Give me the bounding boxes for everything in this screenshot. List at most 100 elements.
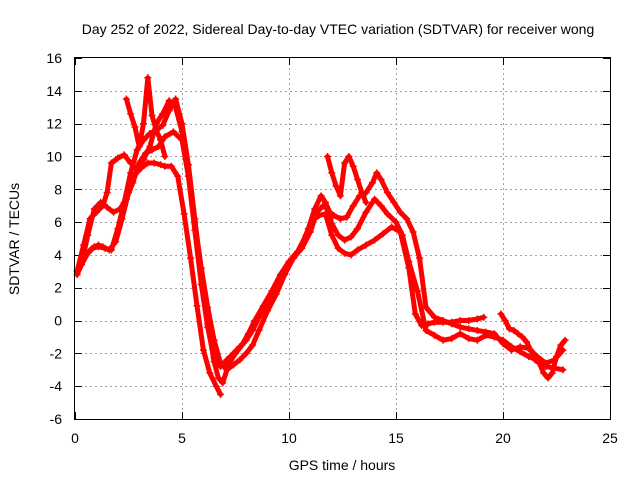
y-tick-label: 6 [54,214,62,230]
axis-ticks: 0 5 10 15 20 25 -6 -4 -2 0 2 4 6 8 10 12 14 16 [46,50,618,446]
data-point [480,313,488,321]
x-tick-label: 0 [71,430,79,446]
y-tick-label: -2 [50,345,63,361]
data-point [334,244,342,252]
data-point [413,287,421,295]
data-point [236,343,244,351]
data-point [178,128,186,136]
track-6-line [325,154,369,205]
data-point [473,326,481,334]
y-tick-label: 12 [46,116,62,132]
data-point [383,189,391,197]
data-point [465,335,473,343]
data-point [383,210,391,218]
data-point [373,169,381,177]
data-point [324,152,332,160]
data-point [456,323,464,331]
y-tick-label: 14 [46,83,62,99]
data-point [88,244,96,252]
data-point [129,179,137,187]
data-point [255,326,263,334]
data-point [210,354,218,362]
data-point [95,243,103,251]
data-point [139,156,147,164]
data-point [416,254,424,262]
y-tick-label: 0 [54,313,62,329]
data-point [229,349,237,357]
data-point [255,313,263,321]
data-point [107,246,115,254]
y-tick-label: -6 [50,411,63,427]
data-point [101,244,109,252]
data-point [92,208,100,216]
data-point [264,297,272,305]
data-point [405,257,413,265]
data-point [501,317,509,325]
data-point [152,126,160,134]
data-point [161,152,169,160]
data-point [347,233,355,241]
data-point [120,151,128,159]
data-point [184,172,192,180]
data-point [334,231,342,239]
data-point [127,169,135,177]
data-point [349,202,357,210]
data-point [127,159,135,167]
data-point [159,110,167,118]
data-point [353,246,361,254]
data-point [516,343,524,351]
data-point [242,336,250,344]
data-point [392,218,400,226]
y-tick-label: 16 [46,50,62,66]
data-point [371,236,379,244]
data-point [497,310,505,318]
data-point [456,317,464,325]
data-point [116,205,124,213]
data-point [236,356,244,364]
data-point [411,310,419,318]
track-5-line [123,75,168,159]
data-point [249,326,257,334]
plot-frame [74,57,611,420]
data-point [157,161,165,169]
data-point [557,341,565,349]
data-point [542,359,550,367]
data-point [86,215,94,223]
data-point [157,136,165,144]
y-tick-label: -4 [50,378,63,394]
data-point [347,251,355,259]
data-point [336,192,344,200]
data-series [73,74,569,398]
data-point [431,313,439,321]
data-point [161,162,169,170]
data-point [396,208,404,216]
x-tick-label: 15 [388,430,404,446]
data-point [362,208,370,216]
data-point [518,333,526,341]
data-point [473,315,481,323]
data-point [482,328,490,336]
data-point [514,330,522,338]
data-point [345,152,353,160]
chart-title: Day 252 of 2022, Sidereal Day-to-day VTE… [82,21,595,37]
data-point [197,280,205,288]
data-point [172,103,180,111]
data-point [169,128,177,136]
data-point [103,189,111,197]
data-point [272,280,280,288]
data-point [193,302,201,310]
data-point [127,110,135,118]
data-point [353,175,361,183]
x-tick-label: 20 [495,430,511,446]
data-point [159,121,167,129]
data-point [390,198,398,206]
y-tick-label: 2 [54,280,62,296]
data-point [448,320,456,328]
data-point [377,175,385,183]
data-point [321,198,329,206]
y-tick-label: 8 [54,181,62,197]
data-point [304,225,312,233]
data-point [191,226,199,234]
x-tick-label: 25 [602,430,618,446]
